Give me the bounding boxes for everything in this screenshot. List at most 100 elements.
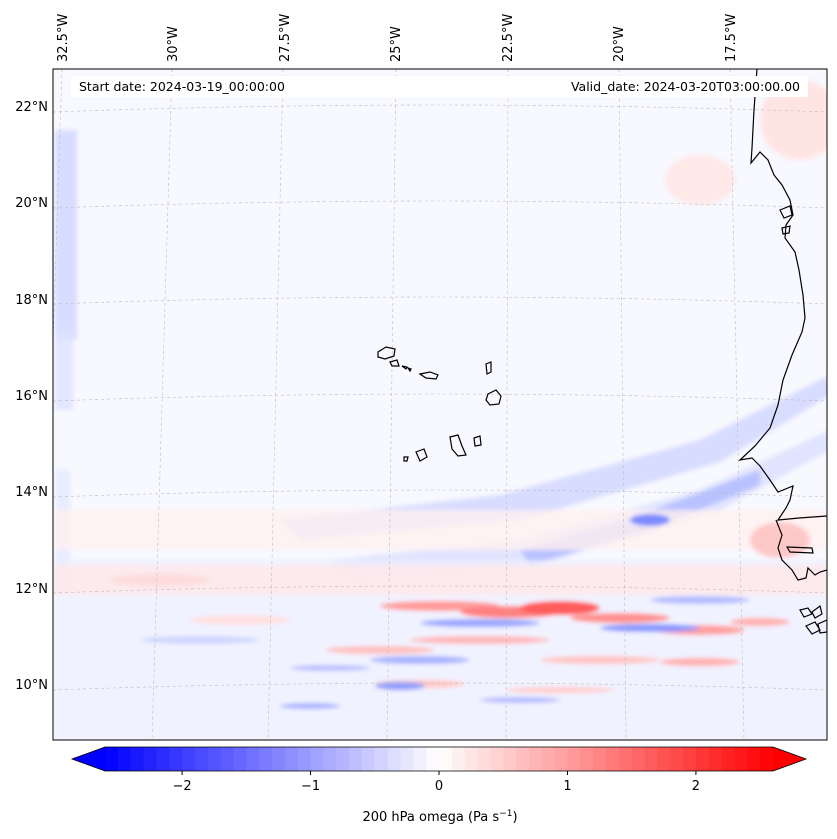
colorbar-cell xyxy=(490,747,504,771)
omega-streak xyxy=(660,658,740,666)
colorbar-cell xyxy=(708,747,723,771)
cape-verde-islands xyxy=(377,346,502,462)
colorbar-cell xyxy=(246,747,260,771)
coastline-bijagos xyxy=(811,604,823,619)
lon-label: 20°W xyxy=(612,26,627,62)
colorbar-ticks: −2 −1 0 1 2 xyxy=(172,771,700,794)
lon-label: 17.5°W xyxy=(724,14,739,62)
colorbar-cell xyxy=(105,747,119,771)
omega-streak xyxy=(600,624,700,632)
coastline-bijagos xyxy=(817,619,827,634)
colorbar-cell xyxy=(683,747,697,771)
omega-patch xyxy=(665,155,735,205)
colorbar-cell xyxy=(207,747,222,771)
colorbar-cell xyxy=(233,747,247,771)
colorbar-tick-label: −2 xyxy=(172,779,191,794)
island-maio xyxy=(473,435,482,447)
colorbar-cell xyxy=(284,747,299,771)
header-box xyxy=(71,76,808,97)
colorbar-cell xyxy=(477,747,491,771)
colorbar-extend-low xyxy=(72,747,105,771)
omega-streak xyxy=(570,613,670,623)
colorbar-cell xyxy=(747,747,761,771)
colorbar-tick-label: −1 xyxy=(301,779,320,794)
colorbar-cell xyxy=(593,747,607,771)
omega-streak xyxy=(140,636,260,644)
colorbar-cell xyxy=(580,747,594,771)
graticule xyxy=(53,69,827,740)
colorbar-tick-label: 1 xyxy=(563,779,571,794)
colorbar-cell xyxy=(182,747,196,771)
colorbar-cell xyxy=(721,747,736,771)
gridline-lon xyxy=(386,69,397,740)
colorbar-cell xyxy=(631,747,646,771)
colorbar-cell xyxy=(554,747,569,771)
colorbar-cell xyxy=(349,747,363,771)
omega-streak xyxy=(410,636,550,644)
omega-streak xyxy=(110,574,210,586)
colorbar-cell xyxy=(413,747,427,771)
colorbar-cell xyxy=(361,747,376,771)
lon-label: 30°W xyxy=(166,26,181,62)
colorbar-cell xyxy=(272,747,286,771)
omega-patch xyxy=(55,330,73,410)
coastline xyxy=(738,69,827,635)
lon-labels: 32.5°W 30°W 27.5°W 25°W 22.5°W 20°W 17.5… xyxy=(56,14,739,62)
colorbar-cell xyxy=(310,747,324,771)
island-sal xyxy=(485,361,492,375)
lon-label: 32.5°W xyxy=(56,14,71,62)
colorbar-cell xyxy=(528,747,543,771)
colorbar-cell xyxy=(374,747,389,771)
lon-label: 25°W xyxy=(389,26,404,62)
lat-label: 22°N xyxy=(15,100,48,115)
gridline-lat xyxy=(53,393,827,402)
island-sao-vicente xyxy=(389,359,400,367)
omega-streak xyxy=(280,703,340,709)
colorbar-cell xyxy=(670,747,684,771)
colorbar-cell xyxy=(130,747,145,771)
omega-streak xyxy=(730,618,790,626)
lat-label: 18°N xyxy=(15,293,48,308)
colorbar-cell xyxy=(644,747,658,771)
omega-patch xyxy=(760,80,827,160)
omega-streak xyxy=(325,646,435,654)
coastline-africa xyxy=(738,69,827,521)
valid-date-label: Valid_date: 2024-03-20T03:00:00.00 xyxy=(571,79,800,94)
gridline-lon xyxy=(505,69,509,740)
colorbar-cell xyxy=(657,747,671,771)
island-santiago xyxy=(449,434,467,457)
gridline-lon xyxy=(618,69,627,740)
omega-streak xyxy=(505,687,615,693)
colorbar: −2 −1 0 1 2 200 hPa omega (Pa s−1) xyxy=(70,746,808,825)
colorbar-cell xyxy=(400,747,414,771)
map-panel: Start date: 2024-03-19_00:00:00 Valid_da… xyxy=(52,68,828,741)
omega-field xyxy=(53,69,827,740)
colorbar-cell xyxy=(760,747,774,771)
gridline-lat xyxy=(53,104,827,113)
island-fogo xyxy=(415,448,428,462)
colorbar-cells xyxy=(105,747,774,771)
island-boa-vista xyxy=(485,389,502,406)
coastline-bijagos xyxy=(799,607,813,618)
coastline-detail xyxy=(781,225,791,235)
gridline-lat xyxy=(53,296,827,305)
colorbar-cell xyxy=(567,747,581,771)
gridline-lat xyxy=(53,200,827,209)
gridline-lon xyxy=(267,69,284,740)
colorbar-cell xyxy=(695,747,710,771)
lat-label: 14°N xyxy=(15,485,48,500)
colorbar-cell xyxy=(169,747,183,771)
lat-labels: 22°N 20°N 18°N 16°N 14°N 12°N 10°N xyxy=(15,100,48,693)
colorbar-cell xyxy=(143,747,157,771)
colorbar-label: 200 hPa omega (Pa s−1) xyxy=(362,809,517,825)
island-sao-nicolau xyxy=(418,371,439,380)
gridline-lon xyxy=(729,69,745,740)
island-santa-luzia xyxy=(401,365,408,370)
lat-label: 10°N xyxy=(15,678,48,693)
lat-label: 16°N xyxy=(15,389,48,404)
colorbar-extend-high xyxy=(773,747,806,771)
omega-streak xyxy=(480,697,560,703)
coastline-detail xyxy=(779,205,793,219)
colorbar-cell xyxy=(387,747,402,771)
